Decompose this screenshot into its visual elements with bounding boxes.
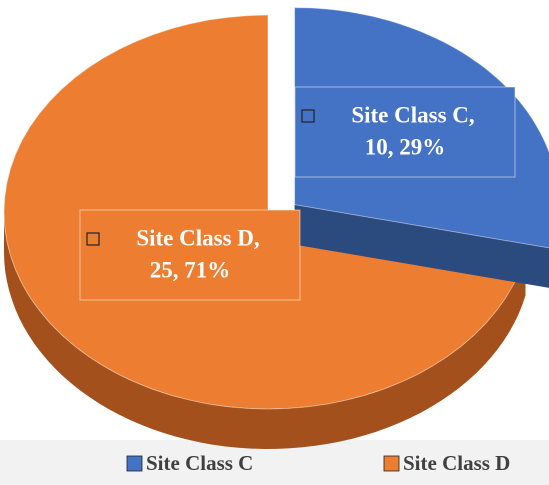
legend-label: Site Class D (403, 451, 510, 475)
data-label-box (79, 209, 301, 301)
data-label: 10, 29% (365, 134, 446, 159)
data-label-key (86, 232, 100, 246)
data-label-key (301, 109, 315, 123)
slice-side (4, 212, 526, 449)
data-label: Site Class C, (351, 102, 474, 127)
legend-label: Site Class C (146, 451, 253, 475)
slice-face (294, 204, 549, 288)
data-label: 25, 71% (150, 257, 231, 282)
data-label: Site Class D, (136, 225, 259, 250)
data-label-box (294, 86, 516, 178)
legend-swatch (126, 455, 143, 472)
legend-swatch (383, 455, 400, 472)
